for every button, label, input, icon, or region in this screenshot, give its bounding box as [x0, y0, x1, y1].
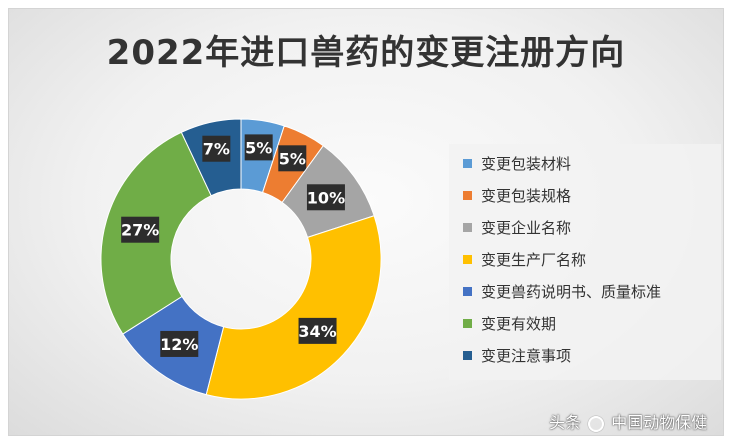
legend-item-1: 变更包装规格: [463, 184, 571, 206]
legend-label-2: 变更企业名称: [481, 218, 572, 237]
legend-swatch-2: [463, 222, 472, 232]
watermark-prefix: 头条: [549, 413, 582, 432]
data-label-box-3: [298, 317, 337, 344]
watermark: 头条 中国动物保健: [549, 409, 707, 433]
legend-item-3: 变更生产厂名称: [463, 248, 586, 270]
data-label-box-4: [160, 330, 199, 357]
legend-item-0: 变更包装材料: [463, 152, 571, 174]
legend-label-3: 变更生产厂名称: [481, 250, 587, 269]
chart-frame: 2022年进口兽药的变更注册方向 5% 5% 10% 34% 12% 27% 7% 变更包装…: [8, 8, 724, 436]
data-label-box-5: [121, 216, 160, 243]
data-label-box-1: [278, 145, 307, 172]
data-label-1: 5%: [278, 145, 307, 172]
legend-label-0: 变更包装材料: [481, 154, 572, 173]
donut-chart: 5% 5% 10% 34% 12% 27% 7%: [100, 118, 382, 400]
donut-slice-3: [205, 215, 382, 400]
data-label-6: 7%: [202, 135, 231, 162]
legend-item-2: 变更企业名称: [463, 216, 571, 238]
data-label-text-4: 12%: [160, 335, 198, 354]
legend-label-1: 变更包装规格: [481, 186, 572, 205]
data-label-text-1: 5%: [279, 149, 306, 168]
data-label-text-3: 34%: [298, 322, 336, 341]
data-label-text-5: 27%: [121, 221, 159, 240]
watermark-account: 中国动物保健: [611, 413, 708, 432]
data-label-5: 27%: [121, 216, 160, 243]
legend-swatch-4: [463, 286, 472, 296]
at-icon: [588, 415, 605, 432]
data-label-2: 10%: [306, 184, 345, 211]
data-label-4: 12%: [160, 330, 199, 357]
data-label-text-2: 10%: [307, 188, 345, 207]
data-label-text-0: 5%: [245, 138, 272, 157]
legend-swatch-3: [463, 254, 472, 264]
data-label-0: 5%: [244, 134, 273, 161]
legend-label-4: 变更兽药说明书、质量标准: [481, 282, 662, 301]
legend-swatch-0: [463, 158, 472, 168]
data-label-3: 34%: [298, 317, 337, 344]
data-label-text-6: 7%: [203, 140, 230, 159]
data-label-box-6: [202, 135, 231, 162]
legend-label-5: 变更有效期: [481, 314, 557, 333]
legend-item-6: 变更注意事项: [463, 344, 571, 366]
legend-swatch-6: [463, 350, 472, 360]
chart-legend: 变更包装材料 变更包装规格 变更企业名称 变更生产厂名称变更兽药说明书、质量标准 变更有…: [449, 144, 721, 380]
data-label-box-0: [244, 134, 273, 161]
legend-swatch-5: [463, 318, 472, 328]
data-label-box-2: [306, 184, 345, 211]
legend-item-4: 变更兽药说明书、质量标准: [463, 280, 661, 302]
legend-label-6: 变更注意事项: [481, 346, 572, 365]
legend-swatch-1: [463, 190, 472, 200]
chart-title: 2022年进口兽药的变更注册方向: [106, 33, 626, 73]
legend-item-5: 变更有效期: [463, 312, 556, 334]
